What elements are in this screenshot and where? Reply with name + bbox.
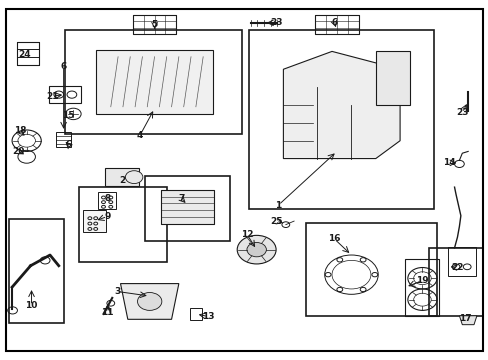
Circle shape	[237, 235, 276, 264]
Text: 24: 24	[19, 50, 31, 59]
Bar	[49, 86, 81, 103]
Text: 20: 20	[13, 147, 25, 156]
Text: 17: 17	[459, 314, 471, 323]
Text: 23: 23	[269, 18, 282, 27]
Text: 14: 14	[443, 158, 455, 167]
Circle shape	[137, 293, 162, 310]
Bar	[64, 30, 242, 134]
Bar	[144, 176, 229, 241]
Text: 6: 6	[61, 62, 67, 71]
Text: 23: 23	[455, 108, 468, 117]
Text: 15: 15	[62, 111, 75, 120]
Text: 25: 25	[269, 217, 282, 226]
Bar	[447, 247, 475, 276]
Text: 16: 16	[327, 234, 340, 243]
Text: 12: 12	[240, 230, 253, 239]
Bar	[132, 15, 176, 35]
Bar	[9, 219, 63, 323]
Bar	[83, 210, 106, 232]
Bar	[314, 15, 358, 35]
Bar	[428, 248, 482, 316]
Text: 1: 1	[275, 201, 281, 210]
Text: 4: 4	[137, 131, 143, 140]
Bar	[305, 223, 436, 316]
Text: 7: 7	[178, 194, 184, 203]
Circle shape	[246, 243, 266, 257]
Bar	[190, 307, 202, 320]
Text: 10: 10	[25, 301, 38, 310]
Text: 18: 18	[14, 126, 26, 135]
Bar	[56, 132, 71, 148]
Bar	[105, 168, 139, 186]
Text: 3: 3	[114, 287, 120, 296]
Text: 19: 19	[415, 276, 427, 285]
Bar	[161, 190, 214, 224]
Bar	[17, 41, 39, 65]
Text: 9: 9	[104, 212, 110, 221]
Text: 21: 21	[46, 91, 59, 100]
Polygon shape	[283, 51, 399, 158]
Bar	[405, 258, 439, 316]
Circle shape	[125, 171, 142, 184]
Bar	[249, 30, 433, 208]
Text: 6: 6	[331, 18, 337, 27]
Polygon shape	[458, 316, 476, 325]
Text: 8: 8	[104, 194, 110, 203]
Text: 13: 13	[202, 312, 214, 321]
Text: 11: 11	[101, 309, 113, 318]
Text: 5: 5	[151, 20, 157, 29]
Text: 22: 22	[450, 263, 463, 272]
Polygon shape	[96, 50, 212, 114]
Polygon shape	[120, 284, 179, 319]
Bar	[79, 187, 166, 262]
Text: 2: 2	[119, 176, 125, 185]
Text: 6: 6	[65, 140, 71, 149]
Bar	[98, 192, 116, 209]
Polygon shape	[375, 51, 409, 105]
